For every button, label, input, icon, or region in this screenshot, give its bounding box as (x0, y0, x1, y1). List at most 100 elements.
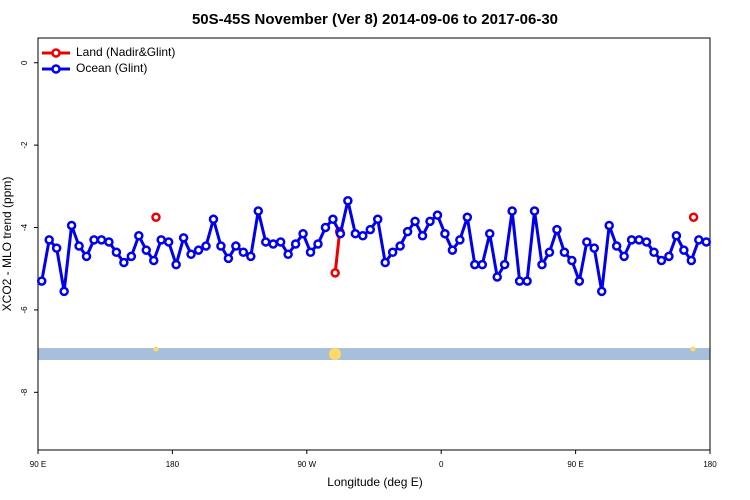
data-point (425, 216, 435, 227)
data-point (440, 228, 450, 239)
data-point (688, 212, 699, 222)
data-point (537, 259, 547, 270)
data-point (447, 245, 458, 255)
data-point (522, 276, 532, 286)
data-point (380, 257, 390, 268)
legend-marker (51, 48, 61, 58)
data-point (328, 214, 338, 225)
data-point (260, 237, 271, 247)
legend-marker (51, 64, 61, 74)
data-point (402, 226, 413, 237)
series-line (333, 231, 342, 274)
data-point (111, 247, 122, 257)
data-point (343, 195, 353, 206)
data-point (694, 235, 704, 245)
data-point (186, 249, 196, 260)
data-point (365, 224, 376, 235)
data-point (604, 220, 614, 231)
series-line (40, 200, 707, 292)
data-point (36, 276, 47, 286)
data-point (238, 247, 249, 257)
data-point (664, 251, 674, 262)
x-tick-label: 90 W (297, 460, 316, 469)
data-point (395, 241, 405, 251)
x-tick-label: 180 (703, 460, 717, 469)
y-tick-label: 0 (20, 60, 29, 65)
data-point (141, 245, 152, 255)
data-point (268, 239, 278, 249)
data-point (462, 212, 473, 222)
data-point (104, 237, 114, 247)
data-point (148, 255, 159, 266)
sun-marker (153, 346, 159, 352)
data-point (134, 231, 144, 241)
data-point (544, 247, 555, 257)
data-point (44, 235, 54, 245)
y-axis-label: XCO2 - MLO trend (ppm) (0, 177, 14, 312)
data-point (432, 210, 443, 220)
data-point (283, 249, 293, 260)
data-point (223, 253, 234, 264)
sun-band (38, 348, 710, 360)
data-point (151, 212, 161, 222)
data-point (253, 206, 264, 216)
data-point (470, 259, 480, 270)
data-point (589, 243, 600, 253)
data-point (208, 214, 219, 225)
data-point (59, 286, 69, 297)
data-point (126, 251, 137, 262)
data-point (305, 247, 316, 257)
data-point (649, 247, 659, 257)
data-point (89, 235, 99, 245)
data-point (330, 268, 340, 278)
data-point (298, 228, 308, 239)
data-point (626, 235, 637, 245)
data-point (492, 272, 502, 282)
data-point (484, 228, 495, 239)
data-point (507, 206, 517, 216)
data-point (656, 255, 667, 266)
data-point (529, 206, 540, 216)
data-point (455, 235, 465, 245)
data-point (477, 259, 488, 270)
data-point (634, 235, 644, 245)
data-point (671, 231, 682, 241)
sun-marker (690, 346, 696, 352)
data-point (372, 214, 383, 225)
data-point (290, 239, 301, 249)
data-point (567, 255, 577, 266)
data-point (246, 251, 256, 262)
data-point (96, 235, 107, 245)
data-point (596, 286, 607, 297)
x-tick-label: 0 (439, 460, 444, 469)
data-point (350, 228, 361, 239)
y-tick-label: -6 (20, 306, 29, 314)
data-point (51, 243, 62, 253)
data-point (582, 237, 592, 247)
data-point (320, 222, 331, 233)
data-point (552, 224, 562, 235)
sun-marker (329, 348, 341, 360)
plot-frame (37, 37, 711, 451)
data-point (81, 251, 92, 262)
data-point (701, 237, 712, 247)
data-point (387, 247, 398, 257)
x-axis-label: Longitude (deg E) (327, 475, 422, 489)
x-tick-label: 90 E (567, 460, 583, 469)
x-tick-label: 180 (166, 460, 180, 469)
data-point (216, 241, 226, 251)
data-point (163, 237, 174, 247)
data-point (619, 251, 629, 262)
chart-title: 50S-45S November (Ver 8) 2014-09-06 to 2… (192, 11, 558, 28)
data-point (559, 247, 570, 257)
legend-label: Ocean (Glint) (76, 61, 147, 75)
data-point (171, 259, 181, 270)
legend-label: Land (Nadir&Glint) (76, 45, 175, 59)
data-point (499, 259, 510, 270)
legend: Land (Nadir&Glint) Ocean (Glint) (42, 45, 175, 75)
data-point (193, 245, 204, 255)
data-point (335, 228, 346, 239)
y-tick-label: -2 (20, 141, 29, 149)
data-point (231, 241, 241, 251)
